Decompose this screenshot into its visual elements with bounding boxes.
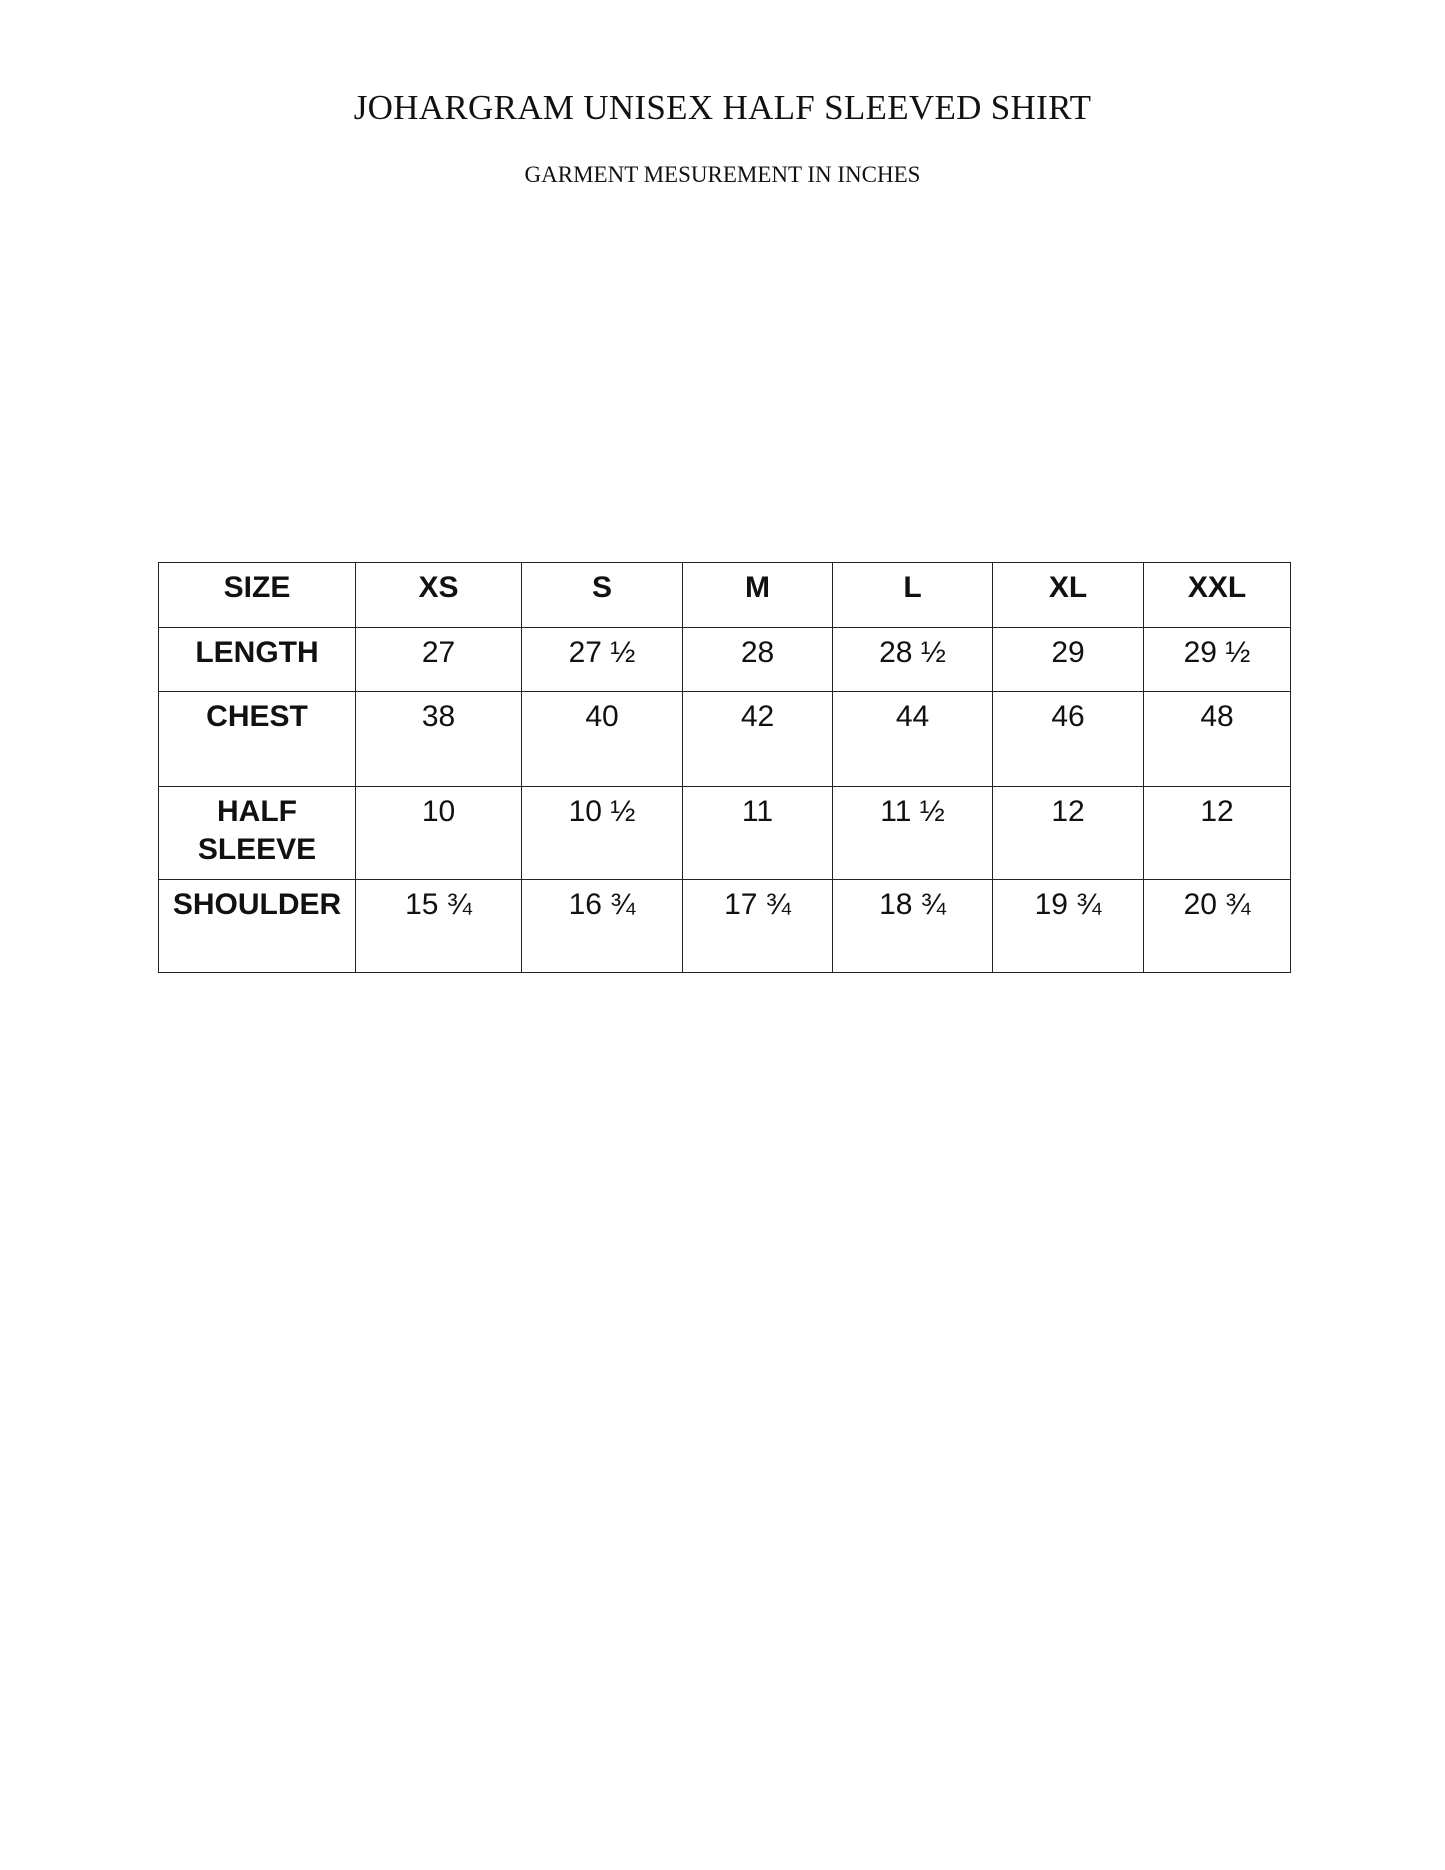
table-cell: 19 ¾: [992, 879, 1144, 973]
table-row: SHOULDER 15 ¾ 16 ¾ 17 ¾ 18 ¾ 19 ¾ 20 ¾: [158, 879, 1291, 973]
table-cell: 10 ½: [521, 786, 683, 880]
table-cell: 15 ¾: [355, 879, 522, 973]
row-label: HALF SLEEVE: [158, 786, 356, 880]
table-cell: 10: [355, 786, 522, 880]
table-cell: 17 ¾: [682, 879, 833, 973]
column-header: M: [682, 562, 833, 628]
column-header: L: [832, 562, 993, 628]
table-cell: 28 ½: [832, 627, 993, 692]
table-cell: 12: [992, 786, 1144, 880]
table-cell: 44: [832, 691, 993, 787]
column-header: XL: [992, 562, 1144, 628]
table-row: LENGTH 27 27 ½ 28 28 ½ 29 29 ½: [158, 627, 1291, 692]
table-cell: 48: [1143, 691, 1291, 787]
table-cell: 28: [682, 627, 833, 692]
table-row: HALF SLEEVE 10 10 ½ 11 11 ½ 12 12: [158, 786, 1291, 880]
row-label: SHOULDER: [158, 879, 356, 973]
column-header: S: [521, 562, 683, 628]
table-cell: 29: [992, 627, 1144, 692]
table-cell: 46: [992, 691, 1144, 787]
row-label: CHEST: [158, 691, 356, 787]
table-cell: 12: [1143, 786, 1291, 880]
table-cell: 11 ½: [832, 786, 993, 880]
table-row: CHEST 38 40 42 44 46 48: [158, 691, 1291, 787]
table-cell: 40: [521, 691, 683, 787]
table-cell: 29 ½: [1143, 627, 1291, 692]
table-cell: 42: [682, 691, 833, 787]
table-cell: 11: [682, 786, 833, 880]
table-cell: 38: [355, 691, 522, 787]
table-cell: 20 ¾: [1143, 879, 1291, 973]
column-header: XS: [355, 562, 522, 628]
header-row: SIZE XS S M L XL XXL: [158, 562, 1291, 628]
column-header: XXL: [1143, 562, 1291, 628]
table-cell: 16 ¾: [521, 879, 683, 973]
column-header: SIZE: [158, 562, 356, 628]
table-cell: 18 ¾: [832, 879, 993, 973]
document-subtitle: GARMENT MESUREMENT IN INCHES: [524, 162, 921, 187]
size-chart-table: SIZE XS S M L XL XXL LENGTH 27 27 ½ 28 28 ½ 29 29 ½ CH…: [158, 562, 1291, 973]
document-title: JOHARGRAM UNISEX HALF SLEEVED SHIRT: [353, 88, 1092, 127]
table-cell: 27: [355, 627, 522, 692]
table-cell: 27 ½: [521, 627, 683, 692]
row-label: LENGTH: [158, 627, 356, 692]
